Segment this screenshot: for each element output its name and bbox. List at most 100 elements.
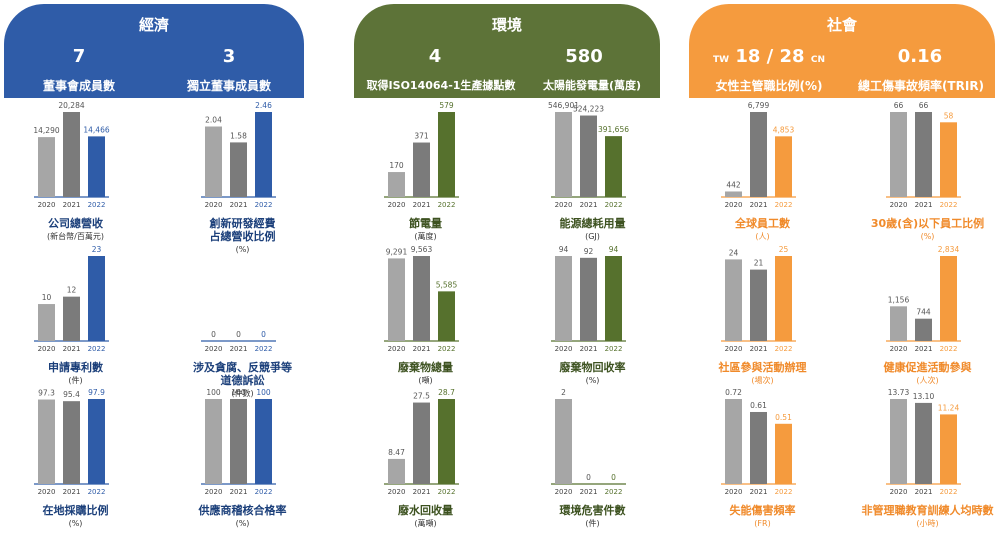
year-tick-label: 2022 bbox=[438, 201, 456, 209]
chart-title-block: 申請專利數 (件) bbox=[0, 361, 163, 387]
data-label: 11.24 bbox=[938, 403, 960, 412]
data-label: 0 bbox=[211, 330, 216, 339]
data-label: 97.3 bbox=[38, 389, 55, 398]
female-managers-number: 18 / 28 bbox=[735, 46, 805, 67]
bar-2022 bbox=[775, 256, 792, 341]
chart-title-block: 環境危害件數 (件) bbox=[505, 504, 680, 530]
iso-sites-value: 4 bbox=[428, 46, 442, 67]
chart-unit: (萬度) bbox=[414, 232, 437, 241]
data-label: 21 bbox=[754, 259, 764, 268]
bar-2021 bbox=[230, 142, 247, 197]
year-tick-label: 2020 bbox=[555, 345, 573, 353]
data-label: 2,834 bbox=[938, 245, 960, 254]
economy-title: 經濟 bbox=[138, 16, 169, 34]
chart-unit: (萬噸) bbox=[414, 519, 437, 528]
chart-unit: (人次) bbox=[916, 376, 939, 385]
bar-2021 bbox=[413, 402, 430, 484]
chart-title: 健康促進活動參與 bbox=[883, 361, 972, 374]
year-tick-label: 2021 bbox=[750, 345, 768, 353]
bar-2022 bbox=[605, 256, 622, 341]
bar-2022 bbox=[775, 136, 792, 197]
bar-2021 bbox=[915, 318, 932, 341]
chart-unit: (新台幣/百萬元) bbox=[47, 232, 104, 241]
year-tick-label: 2022 bbox=[255, 345, 273, 353]
bar-2022 bbox=[255, 399, 272, 484]
chart-title-block: 失能傷害頻率 (FR) bbox=[675, 504, 850, 530]
data-label: 95.4 bbox=[63, 390, 80, 399]
chart-unit: (%) bbox=[235, 245, 250, 254]
bar-2021 bbox=[580, 115, 597, 197]
bar-2021 bbox=[915, 112, 932, 197]
data-label: 20,284 bbox=[58, 101, 84, 110]
bar-2021 bbox=[750, 411, 767, 484]
bar-2021 bbox=[63, 112, 80, 197]
bar-2020 bbox=[205, 126, 222, 197]
bar-2021 bbox=[413, 142, 430, 197]
chart-title: 公司總營收 bbox=[48, 217, 103, 230]
cn-suffix: CN bbox=[810, 55, 825, 65]
chart-title-block: 社區參與活動辦理 (場次) bbox=[675, 361, 850, 387]
data-label: 2.46 bbox=[255, 101, 272, 110]
year-tick-label: 2020 bbox=[205, 201, 223, 209]
bar-2022 bbox=[940, 256, 957, 341]
year-tick-label: 2021 bbox=[230, 488, 248, 496]
female-managers-label: 女性主管職比例(%) bbox=[715, 79, 823, 93]
data-label: 2 bbox=[561, 388, 566, 397]
chart-unit: (%) bbox=[235, 519, 250, 528]
chart-title: 創新研發經費 bbox=[209, 217, 276, 230]
chart-unit: (件) bbox=[68, 376, 83, 385]
year-tick-label: 2021 bbox=[915, 201, 933, 209]
bar-2021 bbox=[750, 269, 767, 341]
year-tick-label: 2020 bbox=[38, 201, 56, 209]
year-tick-label: 2020 bbox=[388, 488, 406, 496]
bar-2022 bbox=[255, 112, 272, 197]
bar-2021 bbox=[580, 257, 597, 341]
data-label: 391,656 bbox=[598, 125, 629, 134]
data-label: 0.61 bbox=[750, 401, 767, 410]
year-tick-label: 2021 bbox=[413, 345, 431, 353]
year-tick-label: 2021 bbox=[580, 488, 598, 496]
year-tick-label: 2022 bbox=[88, 201, 106, 209]
economy-header: 經濟 7 董事會成員數 3 獨立董事成員數 bbox=[4, 4, 304, 98]
chart-title-block: 健康促進活動參與 (人次) bbox=[840, 361, 1000, 387]
bar-2020 bbox=[725, 399, 742, 484]
bar-2021 bbox=[63, 401, 80, 484]
tw-prefix: TW bbox=[713, 55, 730, 65]
data-label: 371 bbox=[414, 132, 429, 141]
data-label: 23 bbox=[92, 245, 102, 254]
data-label: 100 bbox=[206, 388, 221, 397]
year-tick-label: 2021 bbox=[63, 488, 81, 496]
data-label: 170 bbox=[389, 161, 404, 170]
data-label: 9,563 bbox=[411, 245, 433, 254]
bar-2020 bbox=[555, 112, 572, 197]
year-tick-label: 2020 bbox=[890, 345, 908, 353]
data-label: 8.47 bbox=[388, 448, 405, 457]
chart-title-block: 廢棄物回收率 (%) bbox=[505, 361, 680, 387]
chart-title-block: 非管理職教育訓練人均時數 (小時) bbox=[840, 504, 1000, 530]
chart-unit: (%) bbox=[585, 376, 600, 385]
bar-2022 bbox=[438, 112, 455, 197]
bar-2020 bbox=[388, 258, 405, 341]
year-tick-label: 2021 bbox=[413, 488, 431, 496]
year-tick-label: 2022 bbox=[438, 488, 456, 496]
year-tick-label: 2020 bbox=[555, 201, 573, 209]
chart-title-block: 節電量 (萬度) bbox=[338, 217, 513, 243]
year-tick-label: 2020 bbox=[38, 488, 56, 496]
year-tick-label: 2021 bbox=[915, 488, 933, 496]
year-tick-label: 2021 bbox=[750, 488, 768, 496]
chart-unit: (%) bbox=[920, 232, 935, 241]
year-tick-label: 2020 bbox=[890, 201, 908, 209]
data-label: 92 bbox=[584, 247, 594, 256]
board-members-label: 董事會成員數 bbox=[42, 79, 115, 93]
chart-unit: (人) bbox=[755, 232, 770, 241]
bar-2022 bbox=[940, 414, 957, 484]
chart-title: 廢棄物回收率 bbox=[559, 361, 626, 374]
bar-2020 bbox=[890, 399, 907, 484]
bar-2022 bbox=[88, 136, 105, 197]
chart-title-block: 廢水回收量 (萬噸) bbox=[338, 504, 513, 530]
data-label: 546,901 bbox=[548, 101, 579, 110]
society-header: 社會 TW 18 / 28 CN 女性主管職比例(%) 0.16 總工傷事故頻率… bbox=[689, 4, 995, 98]
year-tick-label: 2021 bbox=[580, 201, 598, 209]
bar-2022 bbox=[605, 136, 622, 197]
